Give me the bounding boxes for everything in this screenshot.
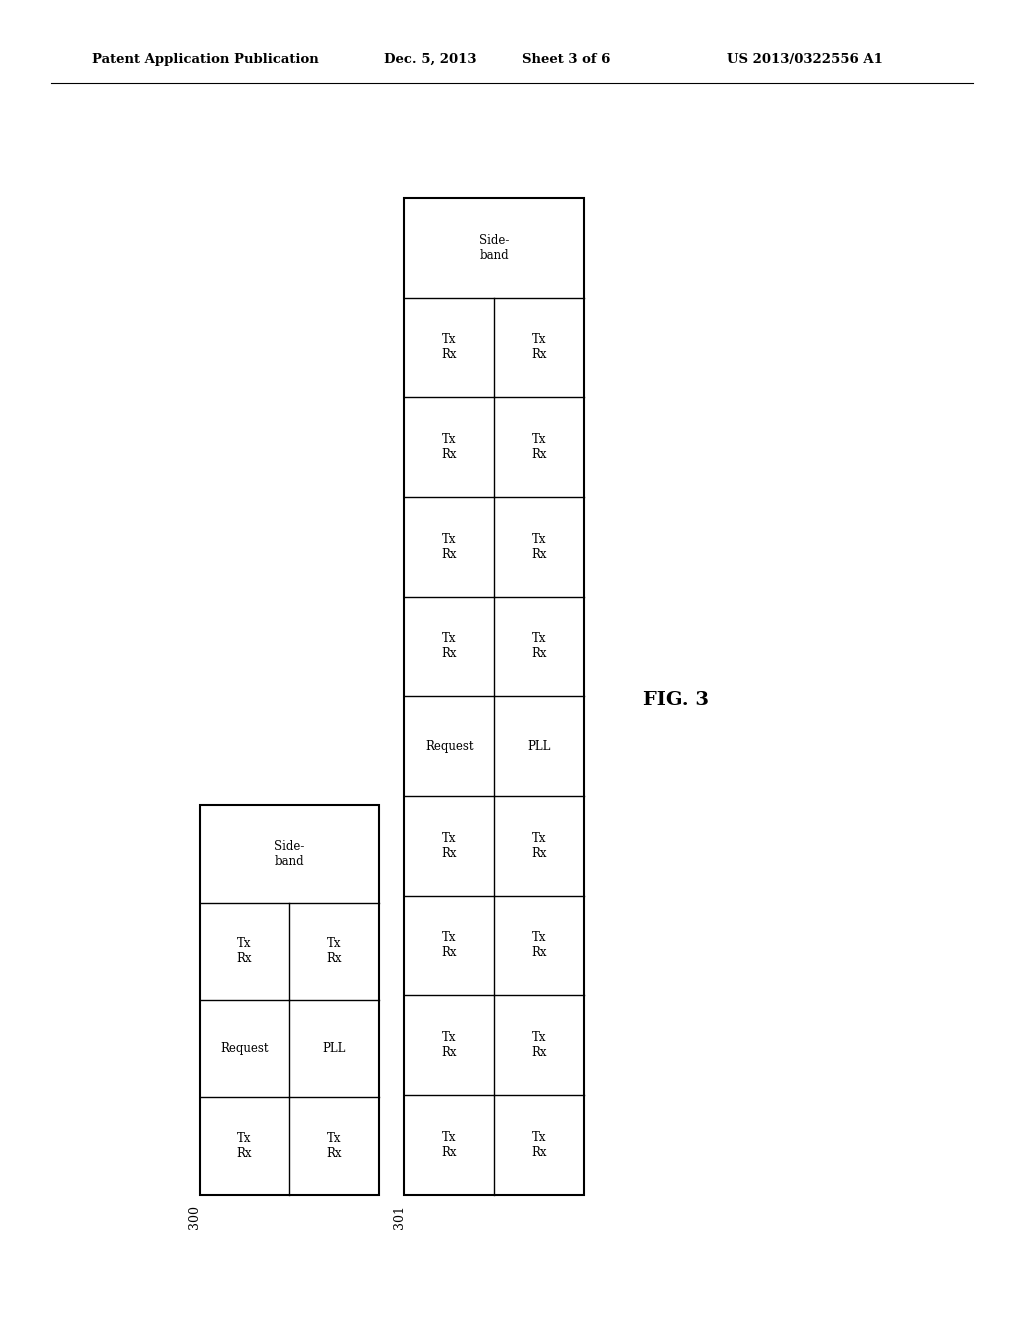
Text: Patent Application Publication: Patent Application Publication (92, 53, 318, 66)
Text: Dec. 5, 2013: Dec. 5, 2013 (384, 53, 476, 66)
Text: Request: Request (425, 739, 473, 752)
Text: Tx
Rx: Tx Rx (531, 932, 547, 960)
Text: Tx
Rx: Tx Rx (441, 932, 457, 960)
Text: 301: 301 (393, 1205, 406, 1229)
Text: FIG. 3: FIG. 3 (643, 690, 709, 709)
Text: Tx
Rx: Tx Rx (237, 937, 252, 965)
Bar (200, 805, 379, 1195)
Bar (404, 198, 584, 1195)
Text: Tx
Rx: Tx Rx (531, 533, 547, 561)
Text: Side-
band: Side- band (274, 840, 304, 867)
Text: Tx
Rx: Tx Rx (441, 533, 457, 561)
Text: Tx
Rx: Tx Rx (441, 1031, 457, 1059)
Text: Tx
Rx: Tx Rx (531, 433, 547, 461)
Text: Tx
Rx: Tx Rx (531, 334, 547, 362)
Text: Tx
Rx: Tx Rx (327, 937, 342, 965)
Text: Tx
Rx: Tx Rx (237, 1133, 252, 1160)
Text: Tx
Rx: Tx Rx (531, 1031, 547, 1059)
Text: 300: 300 (188, 1205, 201, 1229)
Text: Tx
Rx: Tx Rx (531, 632, 547, 660)
Text: Tx
Rx: Tx Rx (327, 1133, 342, 1160)
Text: Tx
Rx: Tx Rx (441, 632, 457, 660)
Text: PLL: PLL (323, 1041, 346, 1055)
Text: Tx
Rx: Tx Rx (531, 832, 547, 859)
Text: Tx
Rx: Tx Rx (441, 832, 457, 859)
Text: Request: Request (220, 1041, 268, 1055)
Text: Tx
Rx: Tx Rx (441, 433, 457, 461)
Text: Tx
Rx: Tx Rx (441, 1131, 457, 1159)
Text: Tx
Rx: Tx Rx (441, 334, 457, 362)
Text: PLL: PLL (527, 739, 551, 752)
Text: Sheet 3 of 6: Sheet 3 of 6 (522, 53, 610, 66)
Text: Tx
Rx: Tx Rx (531, 1131, 547, 1159)
Text: US 2013/0322556 A1: US 2013/0322556 A1 (727, 53, 883, 66)
Text: Side-
band: Side- band (479, 234, 509, 261)
